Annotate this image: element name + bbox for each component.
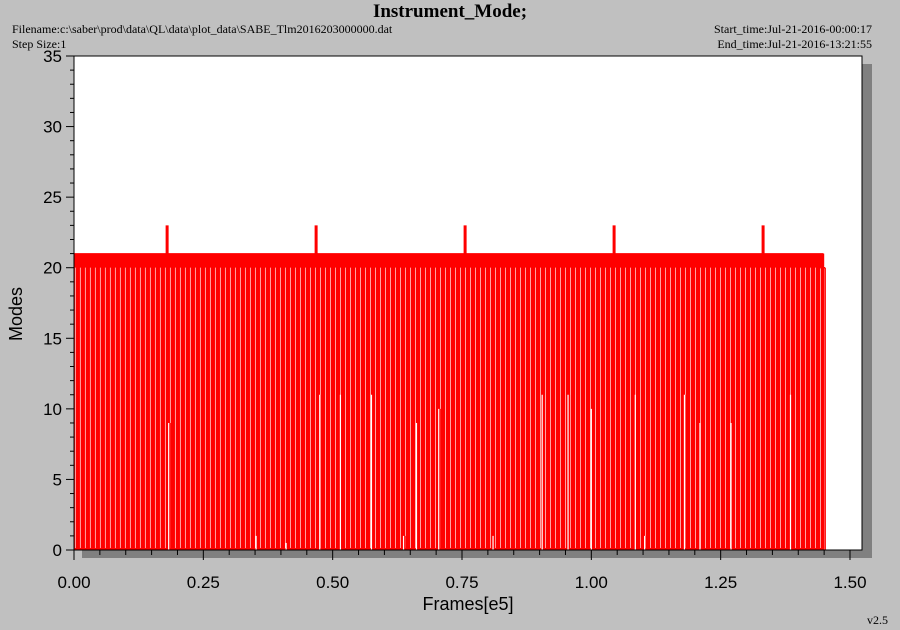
series-peak	[165, 225, 169, 254]
y-tick-label: 20	[43, 259, 62, 278]
y-tick-label: 35	[43, 47, 62, 66]
x-tick-label: 0.00	[57, 573, 90, 592]
series-peak	[463, 225, 467, 254]
series-peak	[761, 225, 765, 254]
x-tick-label: 1.50	[833, 573, 866, 592]
x-tick-label: 0.75	[445, 573, 478, 592]
start-time-label: Start_time:Jul-21-2016-00:00:17	[714, 22, 872, 36]
y-axis-label: Modes	[6, 287, 26, 341]
x-axis: 0.00 0.25 0.50 0.75 1.00 1.25 1.50	[57, 549, 867, 592]
step-size-label: Step Size:1	[12, 37, 67, 51]
series-peak	[612, 225, 616, 254]
chart-title: Instrument_Mode;	[372, 1, 528, 22]
x-tick-label: 1.00	[575, 573, 608, 592]
series-peak	[314, 225, 318, 254]
version-label: v2.5	[867, 613, 888, 627]
y-tick-label: 10	[43, 400, 62, 419]
x-tick-label: 0.25	[187, 573, 220, 592]
end-time-label: End_time:Jul-21-2016-13:21:55	[717, 37, 872, 51]
x-tick-label: 0.50	[316, 573, 349, 592]
y-tick-label: 25	[43, 188, 62, 207]
series-top-edge	[73, 253, 825, 267]
x-tick-label: 1.25	[704, 573, 737, 592]
y-tick-label: 30	[43, 118, 62, 137]
y-axis: 0 5 10 15 20 25 30 35	[43, 47, 75, 560]
y-tick-label: 5	[53, 470, 62, 489]
series-mode-trace	[73, 225, 826, 550]
filename-label: Filename:c:\saber\prod\data\QL\data\plot…	[12, 22, 393, 36]
x-axis-label: Frames[e5]	[422, 594, 513, 614]
series-fill	[74, 253, 825, 550]
y-tick-label: 15	[43, 329, 62, 348]
y-tick-label: 0	[53, 541, 62, 560]
